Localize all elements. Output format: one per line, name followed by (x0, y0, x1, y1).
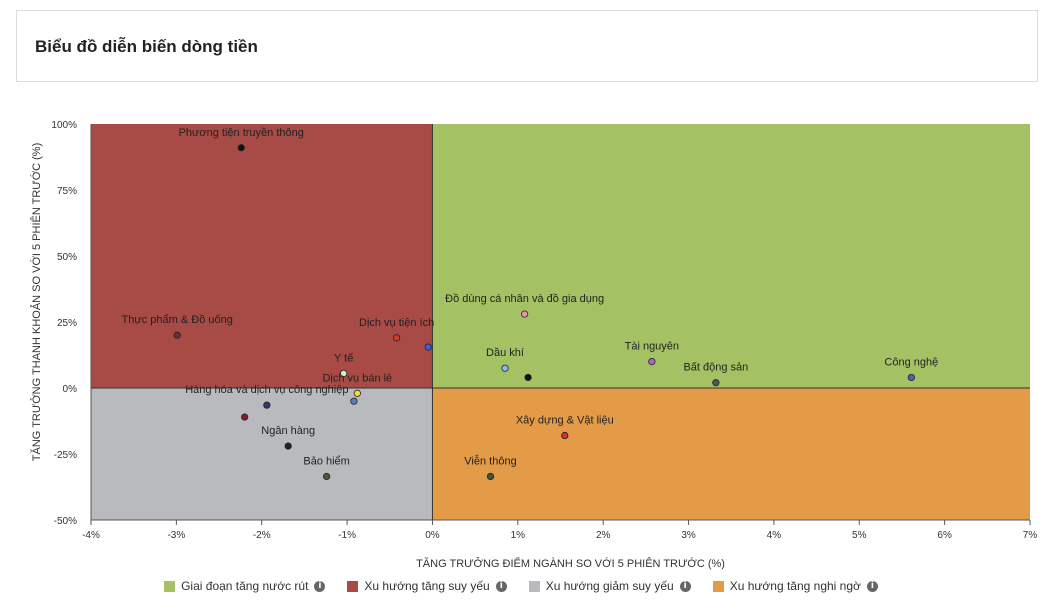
x-tick-label: 1% (511, 530, 526, 541)
data-point (350, 397, 358, 405)
data-label: Xây dựng & Vật liệu (516, 415, 614, 427)
info-icon[interactable]: i (314, 580, 326, 592)
data-label: Dịch vụ tiện ích (359, 317, 434, 329)
y-tick-label: 100% (51, 120, 77, 131)
legend-swatch (528, 580, 540, 592)
x-tick-label: -3% (167, 530, 185, 541)
x-tick-label: -1% (338, 530, 356, 541)
legend-item-acceleration[interactable]: Giai đoạn tăng nước rút i (164, 579, 326, 593)
data-label: Hàng hóa và dịch vụ công nghiệp (185, 384, 348, 396)
page-title: Biểu đồ diễn biến dòng tiền (35, 37, 258, 56)
data-label: Bảo hiểm (303, 455, 349, 467)
legend-item-weakening-downtrend[interactable]: Xu hướng giảm suy yếu i (528, 579, 691, 593)
x-tick-label: 6% (937, 530, 952, 541)
data-label: Phương tiện truyền thông (179, 127, 304, 139)
legend-swatch (347, 580, 359, 592)
data-point (501, 364, 509, 372)
data-point (486, 472, 495, 481)
data-label: Dịch vụ bán lẻ (322, 372, 392, 384)
legend-item-weakening-uptrend[interactable]: Xu hướng tăng suy yếu i (347, 579, 507, 593)
data-label: Thực phẩm & Đồ uống (122, 314, 233, 326)
chart-header-card: Biểu đồ diễn biến dòng tiền (16, 10, 1038, 82)
data-label: Tài nguyên (625, 341, 679, 353)
data-point (424, 343, 432, 351)
data-point (907, 373, 915, 382)
x-tick-label: 3% (681, 530, 696, 541)
data-point (521, 310, 529, 318)
x-tick-label: -2% (253, 530, 271, 541)
x-tick-label: 0% (425, 530, 440, 541)
data-point (561, 431, 569, 440)
data-point (173, 331, 181, 339)
data-point (340, 369, 348, 378)
info-icon[interactable]: i (679, 580, 691, 592)
data-point (524, 373, 532, 382)
legend-swatch (712, 580, 724, 592)
data-label: Ngân hàng (261, 425, 315, 437)
y-tick-label: -50% (54, 516, 77, 527)
legend-swatch (164, 580, 176, 592)
legend-label: Xu hướng tăng suy yếu (364, 579, 490, 593)
y-tick-label: 50% (57, 252, 77, 263)
data-point (393, 334, 401, 342)
x-tick-label: -4% (82, 530, 100, 541)
data-label: Công nghệ (884, 356, 938, 368)
info-icon[interactable]: i (495, 580, 507, 592)
legend-label: Giai đoạn tăng nước rút (181, 579, 309, 593)
cashflow-scatter-chart: -4% -3% -2% -1% 0% 1% 2% 3% 4% 5% 6% 7% 100% 75% 50% 25… (30, 120, 1038, 570)
info-icon[interactable]: i (866, 580, 878, 592)
y-tick-label: 0% (63, 384, 78, 395)
y-tick-label: 25% (57, 318, 77, 329)
x-tick-label: 4% (767, 530, 782, 541)
quadrant-top-left (91, 124, 433, 388)
quadrant-bottom-right (432, 388, 1030, 520)
data-label: Bất động sản (683, 362, 748, 374)
legend-label: Xu hướng tăng nghi ngờ (729, 579, 861, 593)
legend-item-doubtful-uptrend[interactable]: Xu hướng tăng nghi ngờ i (712, 579, 878, 593)
data-point (648, 357, 656, 366)
chart-legend: Giai đoạn tăng nước rút i Xu hướng tăng … (0, 579, 1042, 593)
data-label: Viễn thông (464, 454, 516, 467)
data-point (353, 389, 361, 397)
y-tick-label: 75% (57, 186, 77, 197)
data-point (323, 472, 331, 481)
y-axis-label: TĂNG TRƯỞNG THANH KHOẢN SO VỚI 5 PHIÊN T… (30, 143, 43, 461)
data-label: Đồ dùng cá nhân và đồ gia dụng (445, 293, 604, 305)
data-point (263, 401, 271, 409)
legend-label: Xu hướng giảm suy yếu (545, 579, 674, 593)
data-label: Y tế (334, 352, 353, 364)
data-label: Dầu khí (486, 347, 524, 359)
data-point (284, 442, 292, 450)
x-axis-label: TĂNG TRƯỞNG ĐIỂM NGÀNH SO VỚI 5 PHIÊN TR… (416, 557, 725, 570)
quadrant-bottom-left (91, 388, 433, 520)
data-point (241, 413, 249, 421)
x-tick-label: 5% (852, 530, 867, 541)
data-point (237, 144, 245, 152)
x-tick-label: 2% (596, 530, 611, 541)
data-point (712, 379, 720, 387)
quadrant-top-right (432, 124, 1030, 388)
x-tick-label: 7% (1023, 530, 1038, 541)
y-tick-label: -25% (54, 450, 77, 461)
